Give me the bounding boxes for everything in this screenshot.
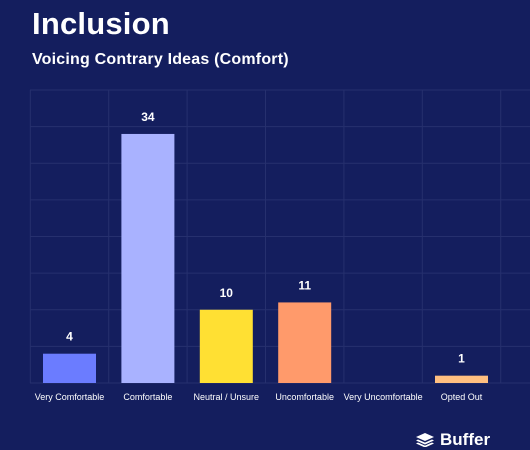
x-tick-label: Neutral / Unsure	[194, 392, 260, 402]
data-label: 34	[141, 110, 155, 124]
page-title: Inclusion	[32, 6, 170, 41]
data-label: 10	[220, 286, 234, 300]
bar-very-comfortable	[43, 353, 96, 383]
bar-uncomfortable	[278, 302, 332, 383]
brand-name: Buffer	[440, 430, 491, 449]
bar-opted-out	[435, 375, 488, 383]
brand-logo: Buffer	[416, 430, 490, 450]
bar-comfortable	[121, 133, 175, 383]
x-tick-label: Opted Out	[441, 392, 483, 402]
chart-subtitle: Voicing Contrary Ideas (Comfort)	[32, 51, 289, 68]
buffer-logo-icon	[416, 433, 434, 447]
data-label: 4	[66, 330, 73, 344]
bar-neutral-unsure	[199, 309, 253, 383]
x-tick-label: Very Uncomfortable	[344, 392, 423, 402]
x-tick-label: Comfortable	[123, 392, 172, 402]
x-tick-label: Uncomfortable	[275, 392, 334, 402]
data-label: 1	[458, 352, 465, 366]
x-tick-labels: Very Comfortable Comfortable Neutral / Uns…	[35, 392, 483, 402]
x-tick-label: Very Comfortable	[35, 392, 105, 402]
bars	[43, 133, 488, 383]
data-label: 11	[298, 278, 311, 292]
